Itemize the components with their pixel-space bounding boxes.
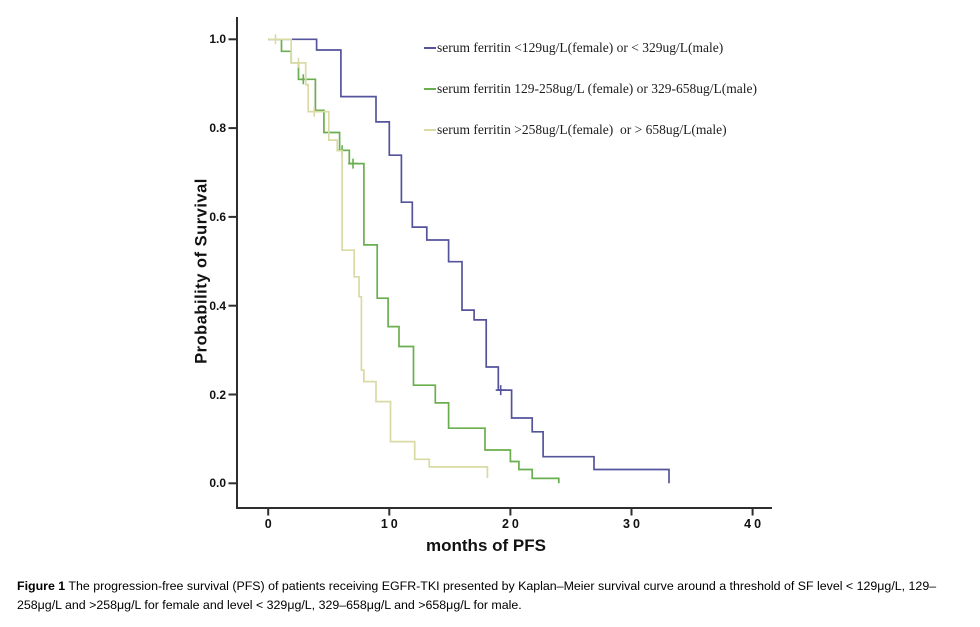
axis-lines bbox=[236, 17, 772, 509]
censor-mark bbox=[298, 74, 309, 85]
legend-item: serum ferritin >258ug/L(female) or > 658… bbox=[424, 122, 757, 138]
censor-mark bbox=[348, 158, 358, 169]
x-tick-label: 20 bbox=[501, 517, 522, 531]
legend-line-swatch bbox=[424, 129, 436, 131]
y-tick-label: 1.0 bbox=[209, 32, 226, 47]
legend-line-swatch bbox=[424, 47, 436, 49]
y-tick-label: 0.6 bbox=[209, 209, 226, 224]
x-tick-label: 40 bbox=[744, 517, 765, 531]
x-tick-label: 30 bbox=[623, 517, 643, 531]
legend-line-swatch bbox=[424, 88, 436, 90]
legend: serum ferritin <129ug/L(female) or < 329… bbox=[424, 40, 757, 163]
legend-item: serum ferritin 129-258ug/L (female) or 3… bbox=[424, 81, 757, 97]
figure-caption: Figure 1 The progression-free survival (… bbox=[17, 577, 965, 614]
survival-curve bbox=[268, 38, 489, 478]
y-tick-label: 0.8 bbox=[209, 121, 226, 136]
x-tick-label: 0 bbox=[264, 517, 275, 531]
legend-label: serum ferritin 129-258ug/L (female) or 3… bbox=[437, 81, 758, 96]
censor-mark bbox=[293, 57, 304, 68]
caption-label: Figure 1 bbox=[17, 579, 66, 593]
kaplan-meier-plot bbox=[228, 17, 772, 516]
x-axis-title: months of PFS bbox=[426, 536, 546, 555]
legend-label: serum ferritin <129ug/L(female) or < 329… bbox=[437, 40, 724, 55]
y-tick-label: 0.4 bbox=[209, 298, 226, 313]
survival-curve bbox=[268, 38, 670, 484]
y-tick-label: 0.0 bbox=[209, 476, 226, 491]
censor-mark bbox=[495, 385, 506, 396]
y-axis-title: Probability of Survival bbox=[192, 178, 211, 364]
caption-text: The progression-free survival (PFS) of p… bbox=[17, 579, 937, 612]
legend-label: serum ferritin >258ug/L(female) or > 658… bbox=[437, 122, 727, 137]
censor-mark bbox=[270, 34, 281, 45]
x-tick-label: 10 bbox=[380, 517, 401, 531]
legend-item: serum ferritin <129ug/L(female) or < 329… bbox=[424, 40, 757, 56]
y-tick-label: 0.2 bbox=[209, 387, 226, 402]
censor-mark bbox=[309, 106, 320, 117]
